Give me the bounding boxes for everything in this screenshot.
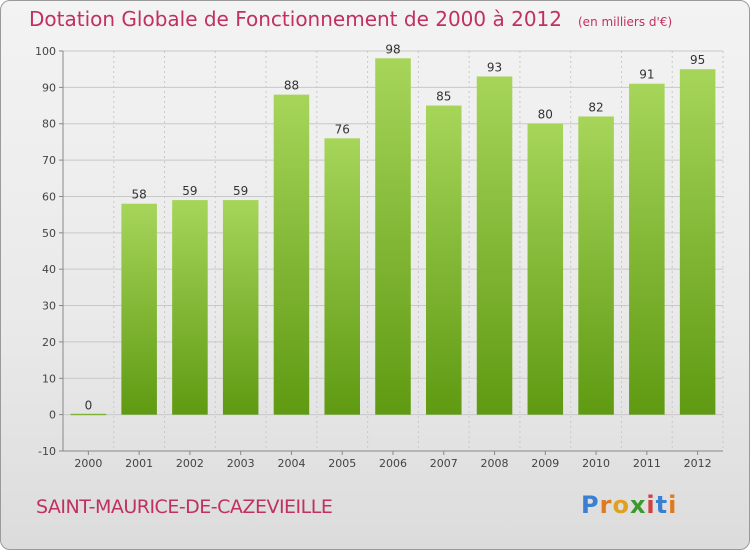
x-tick-label: 2001 [125, 457, 153, 470]
bar [273, 94, 310, 415]
bar-value-label: 98 [385, 42, 400, 56]
logo-letter: r [599, 491, 613, 519]
x-tick-label: 2004 [277, 457, 305, 470]
commune-name: SAINT-MAURICE-DE-CAZEVIEILLE [36, 496, 333, 518]
bar [578, 116, 614, 415]
y-tick-label: 60 [42, 190, 56, 203]
bar [70, 413, 107, 416]
bar-value-label: 82 [588, 100, 603, 114]
y-tick-label: 80 [42, 118, 56, 131]
y-tick-label: 50 [42, 227, 56, 240]
x-tick-label: 2010 [582, 457, 610, 470]
bar [121, 203, 157, 415]
bar [426, 105, 462, 415]
bar [629, 83, 665, 415]
bar-value-label: 76 [335, 122, 350, 136]
bar [172, 200, 208, 415]
y-tick-label: 100 [35, 45, 56, 58]
y-tick-label: 20 [42, 336, 56, 349]
bar-value-label: 0 [85, 399, 93, 413]
bar-value-label: 58 [132, 188, 147, 202]
bar [476, 76, 513, 415]
x-tick-label: 2005 [328, 457, 356, 470]
bar-value-label: 93 [487, 60, 502, 74]
chart-subtitle: (en milliers d'€) [578, 15, 673, 29]
y-tick-label: 0 [49, 409, 56, 422]
bar-value-label: 91 [639, 68, 654, 82]
x-tick-label: 2008 [481, 457, 509, 470]
logo-letter: o [612, 491, 630, 519]
y-tick-label: -10 [38, 445, 56, 458]
proxiti-logo: Proxiti [581, 491, 677, 519]
y-tick-label: 10 [42, 372, 56, 385]
x-tick-label: 2012 [684, 457, 712, 470]
logo-letter: t [655, 491, 669, 519]
bar-value-label: 59 [182, 184, 197, 198]
bar-value-label: 59 [233, 184, 248, 198]
y-tick-label: 40 [42, 263, 56, 276]
x-tick-label: 2000 [74, 457, 102, 470]
x-tick-label: 2003 [227, 457, 255, 470]
bar [375, 58, 411, 415]
logo-letter: i [668, 491, 678, 519]
bar [324, 138, 360, 415]
bar-value-label: 95 [690, 53, 705, 67]
logo-letter: P [581, 491, 600, 519]
chart-title: Dotation Globale de Fonctionnement de 20… [29, 7, 672, 31]
bar [527, 123, 564, 415]
y-tick-label: 90 [42, 81, 56, 94]
x-tick-label: 2011 [633, 457, 661, 470]
bar [679, 69, 716, 415]
bar-value-label: 88 [284, 79, 299, 93]
logo-letter: i [646, 491, 656, 519]
y-tick-label: 30 [42, 300, 56, 313]
chart-title-text: Dotation Globale de Fonctionnement de 20… [29, 7, 562, 31]
y-tick-label: 70 [42, 154, 56, 167]
logo-letter: x [629, 491, 647, 519]
bar-value-label: 85 [436, 90, 451, 104]
bar [222, 200, 259, 415]
bar-value-label: 80 [538, 108, 553, 122]
x-tick-label: 2009 [531, 457, 559, 470]
x-tick-label: 2006 [379, 457, 407, 470]
x-tick-label: 2002 [176, 457, 204, 470]
x-tick-label: 2007 [430, 457, 458, 470]
